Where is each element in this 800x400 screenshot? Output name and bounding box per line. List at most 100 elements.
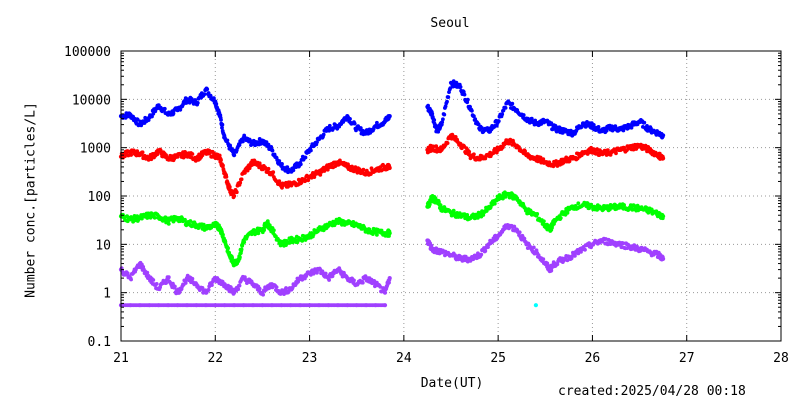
- data-point: [183, 281, 188, 285]
- data-point: [286, 289, 291, 294]
- data-point: [510, 101, 515, 106]
- data-point: [387, 165, 392, 171]
- data-point: [272, 228, 276, 233]
- data-point: [224, 175, 229, 179]
- data-point: [271, 170, 276, 175]
- data-point: [645, 124, 649, 128]
- y-tick-label: 1000: [80, 142, 111, 157]
- y-tick-label: 10: [95, 238, 111, 253]
- data-point: [311, 232, 316, 237]
- data-point: [232, 153, 237, 158]
- data-point: [521, 113, 526, 117]
- data-point: [183, 217, 187, 222]
- data-point: [125, 271, 130, 276]
- data-point: [242, 240, 247, 245]
- x-tick-label: 25: [490, 351, 506, 366]
- data-point: [369, 172, 373, 176]
- data-point: [239, 247, 244, 252]
- data-point: [522, 236, 527, 241]
- plot-frame: [120, 50, 782, 342]
- data-point: [220, 125, 224, 130]
- data-point: [210, 283, 214, 287]
- data-point: [387, 280, 391, 285]
- data-point: [472, 152, 476, 157]
- data-point: [225, 138, 230, 143]
- data-point: [441, 117, 445, 122]
- data-point: [220, 122, 225, 127]
- data-point: [470, 108, 474, 113]
- data-point: [166, 222, 171, 226]
- data-point: [202, 92, 207, 96]
- data-point: [426, 103, 430, 108]
- data-point: [642, 120, 647, 125]
- data-point: [517, 230, 522, 235]
- data-point: [135, 149, 140, 154]
- data-point: [573, 254, 577, 258]
- chart-title: Seoul: [430, 16, 470, 31]
- x-tick-label: 26: [585, 351, 601, 366]
- data-point: [261, 292, 265, 297]
- x-axis-label: Date(UT): [420, 376, 484, 391]
- data-point: [472, 114, 476, 119]
- data-point: [303, 155, 308, 160]
- data-point: [149, 157, 154, 162]
- data-point: [164, 281, 169, 285]
- data-point: [280, 162, 284, 166]
- data-point: [621, 241, 626, 246]
- data-point: [542, 219, 546, 224]
- data-point: [480, 126, 484, 130]
- data-point: [606, 148, 610, 153]
- data-point: [318, 173, 323, 177]
- data-point: [451, 208, 456, 213]
- data-point: [154, 282, 159, 286]
- data-point: [443, 104, 448, 109]
- data-point: [614, 151, 618, 156]
- data-point: [323, 271, 328, 276]
- data-point: [234, 190, 239, 195]
- data-point: [257, 161, 262, 166]
- data-point: [132, 214, 137, 218]
- data-point: [152, 215, 157, 220]
- data-point: [158, 148, 163, 153]
- data-point: [576, 201, 581, 206]
- data-point: [503, 106, 508, 110]
- data-point: [535, 212, 540, 216]
- data-point: [583, 247, 587, 252]
- data-point: [622, 203, 626, 207]
- data-point: [512, 224, 517, 229]
- data-point: [445, 141, 450, 146]
- data-point: [243, 275, 247, 280]
- data-point: [195, 101, 200, 105]
- data-point: [358, 126, 363, 130]
- data-point: [241, 139, 245, 144]
- data-point: [166, 275, 171, 280]
- data-point: [348, 117, 352, 121]
- data-point: [248, 138, 253, 143]
- data-point: [212, 96, 216, 100]
- y-tick-label: 0.1: [88, 335, 111, 350]
- data-point: [661, 214, 666, 219]
- data-point: [492, 201, 497, 206]
- data-point: [171, 111, 176, 116]
- x-tick-label: 24: [396, 351, 412, 366]
- data-point: [649, 126, 653, 131]
- data-point: [291, 168, 296, 173]
- data-point: [140, 216, 144, 221]
- data-point: [591, 123, 596, 127]
- data-point: [661, 256, 666, 261]
- data-point: [266, 166, 271, 171]
- data-point: [442, 112, 447, 117]
- data-point: [277, 179, 282, 184]
- data-point: [431, 144, 436, 149]
- data-point: [315, 270, 319, 275]
- x-tick-label: 23: [302, 351, 318, 366]
- data-point: [274, 285, 279, 289]
- data-point: [239, 177, 244, 182]
- data-point: [382, 290, 388, 295]
- data-point: [387, 114, 392, 119]
- data-point: [453, 135, 458, 139]
- data-point: [327, 123, 332, 128]
- data-point: [219, 118, 223, 122]
- data-point: [479, 252, 484, 257]
